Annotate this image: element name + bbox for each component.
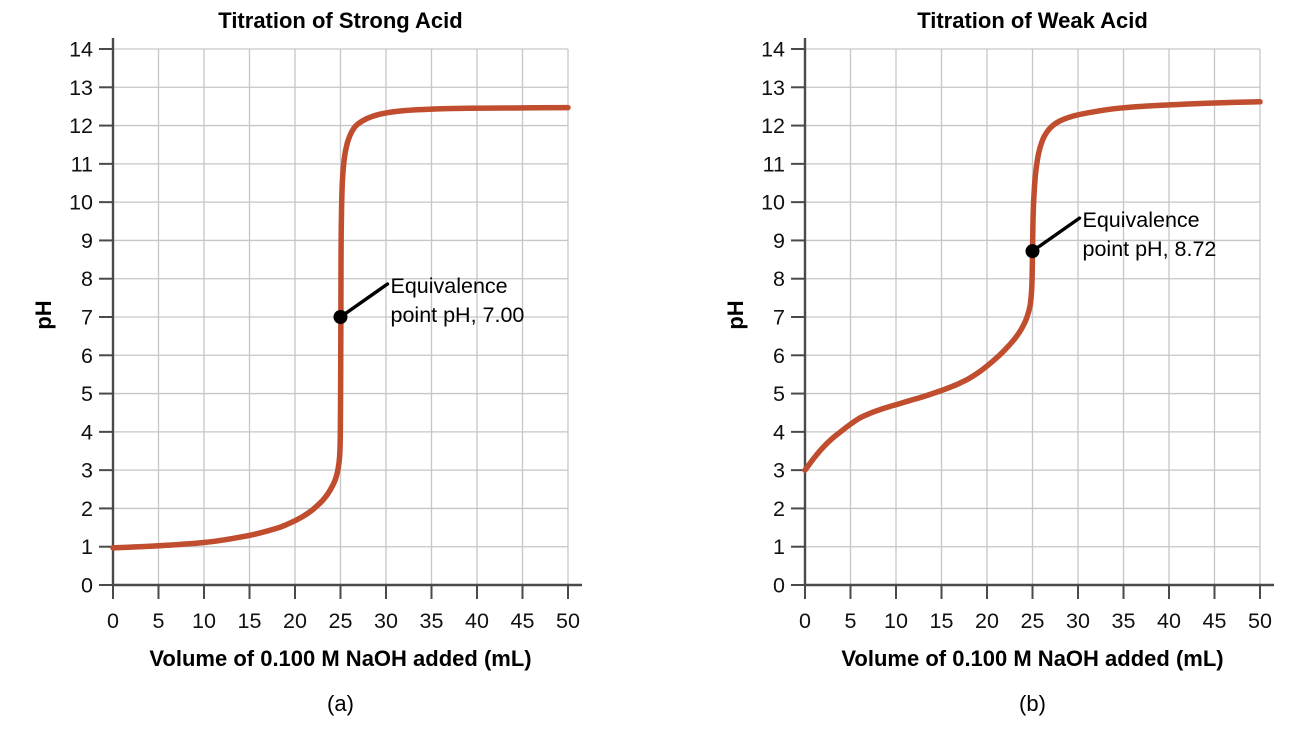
y-tick-label: 1	[773, 535, 785, 559]
y-axis-title: pH	[31, 300, 56, 330]
y-tick-label: 10	[69, 191, 93, 215]
y-tick-label: 2	[773, 497, 785, 521]
y-tick-label: 13	[761, 76, 785, 100]
x-tick-label: 20	[975, 609, 999, 633]
x-tick-label: 20	[283, 609, 307, 633]
x-tick-label: 30	[374, 609, 398, 633]
x-tick-label: 5	[845, 609, 857, 633]
y-tick-label: 10	[761, 191, 785, 215]
y-tick-label: 2	[81, 497, 93, 521]
x-tick-label: 10	[884, 609, 908, 633]
annotation-leader-line	[338, 282, 390, 319]
x-tick-label: 50	[556, 609, 580, 633]
x-tick-label: 35	[1112, 609, 1136, 633]
y-tick-label: 7	[81, 306, 93, 330]
titration-curve	[110, 104, 571, 551]
y-tick-label: 8	[81, 267, 93, 291]
subfigure-caption-a: (a)	[327, 691, 354, 716]
x-tick-label: 5	[153, 609, 165, 633]
x-axis-title: Volume of 0.100 M NaOH added (mL)	[841, 646, 1224, 671]
y-tick-label: 0	[81, 574, 93, 598]
y-tick-label: 3	[81, 459, 93, 483]
annotation-line-2: point pH, 7.00	[390, 303, 525, 327]
y-tick-label: 8	[773, 267, 785, 291]
y-tick-label: 9	[81, 229, 93, 253]
x-tick-label: 0	[107, 609, 119, 633]
x-tick-label: 15	[238, 609, 262, 633]
x-tick-label: 10	[192, 609, 216, 633]
x-tick-label: 35	[420, 609, 444, 633]
annotation-line-2: point pH, 8.72	[1082, 237, 1217, 262]
subfigure-caption-b: (b)	[1019, 691, 1046, 716]
equivalence-point-dot	[333, 310, 348, 324]
y-tick-label: 5	[81, 382, 93, 406]
x-tick-label: 40	[465, 609, 489, 633]
x-tick-label: 50	[1248, 609, 1272, 633]
y-tick-label: 3	[773, 459, 785, 483]
chart-title: Titration of Weak Acid	[917, 8, 1148, 33]
y-tick-label: 11	[763, 152, 785, 176]
x-tick-label: 0	[799, 609, 811, 633]
annotation-line-1: Equivalence	[390, 274, 508, 298]
y-axis-title: pH	[723, 300, 748, 330]
y-tick-label: 13	[69, 76, 93, 100]
equivalence-point-dot	[1025, 244, 1040, 259]
x-tick-label: 45	[1203, 609, 1227, 633]
equivalence-point-annotation: Equivalence point pH, 8.72	[1083, 206, 1217, 264]
equivalence-point-annotation: Equivalence point pH, 7.00	[391, 272, 525, 330]
x-tick-label: 25	[329, 609, 353, 633]
y-tick-label: 4	[81, 420, 93, 444]
chart-title: Titration of Strong Acid	[218, 8, 463, 33]
x-tick-label: 40	[1157, 609, 1181, 633]
y-tick-label: 6	[81, 344, 93, 368]
x-tick-label: 45	[511, 609, 535, 633]
y-tick-label: 0	[773, 574, 785, 598]
y-tick-label: 4	[773, 420, 785, 444]
titration-curve	[802, 99, 1263, 473]
x-tick-label: 25	[1021, 609, 1045, 633]
y-tick-label: 7	[773, 306, 785, 330]
y-tick-label: 6	[773, 344, 785, 368]
y-tick-label: 14	[761, 38, 785, 62]
y-tick-label: 12	[69, 114, 93, 138]
annotation-line-1: Equivalence	[1082, 208, 1200, 233]
y-tick-label: 9	[773, 229, 785, 253]
x-tick-label: 15	[930, 609, 954, 633]
x-axis-title: Volume of 0.100 M NaOH added (mL)	[149, 646, 532, 671]
x-tick-label: 30	[1066, 609, 1090, 633]
chart-weak-acid: 0 1 2 3 4 5 6 7 8 9 10 11 12 13 14 0 5 10 15 20 25 30 35 40 45 50…	[692, 0, 1300, 731]
y-tick-label: 11	[71, 152, 93, 176]
chart-strong-acid: 0 1 2 3 4 5 6 7 8 9 10 11 12 13 14 0 5 10 15 20 25 30 35 40 45 50…	[31, 8, 582, 716]
y-tick-label: 14	[69, 38, 93, 62]
y-tick-label: 12	[761, 114, 785, 138]
annotation-leader-line	[1030, 216, 1082, 253]
y-tick-label: 1	[81, 535, 93, 559]
y-tick-label: 5	[773, 382, 785, 406]
